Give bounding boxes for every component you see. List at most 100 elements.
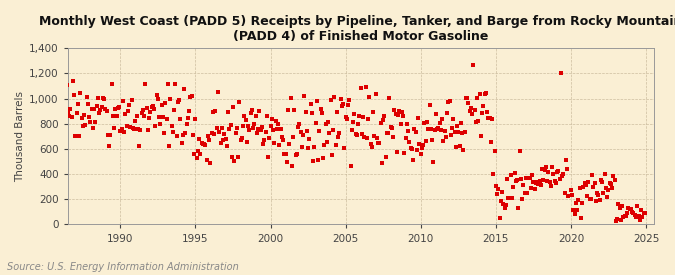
Point [348,119,358,124]
Point [178,133,188,137]
Point [624,206,635,211]
Point [389,108,400,112]
Point [616,218,626,222]
Point [148,107,159,111]
Point [317,111,327,115]
Point [598,191,609,196]
Point [487,117,497,121]
Point [531,181,541,185]
Point [91,104,102,109]
Point [144,116,155,120]
Point [500,202,511,207]
Point [380,155,391,159]
Point [126,97,137,102]
Point [634,218,645,223]
Text: Source: U.S. Energy Information Administration: Source: U.S. Energy Information Administ… [7,262,238,272]
Point [167,130,178,134]
Point [509,171,520,175]
Point [474,91,485,96]
Point [302,145,313,150]
Point [101,108,112,113]
Point [323,119,333,124]
Point [582,194,593,198]
Point [541,165,551,169]
Point [295,130,306,134]
Point [450,144,461,149]
Point [148,104,159,108]
Point [397,109,408,114]
Point [63,114,74,119]
Point [290,153,301,157]
Point [90,120,101,124]
Point [86,107,97,112]
Point [314,129,325,133]
Point [350,131,361,136]
Point [394,109,405,113]
Point [539,168,550,172]
Point [408,158,418,163]
Point [227,104,238,109]
Point [379,114,390,119]
Point [211,126,222,131]
Point [95,108,106,112]
Point [268,128,279,132]
Point [520,175,531,180]
Point [567,193,578,197]
Point [275,126,286,131]
Point [400,136,411,140]
Point [529,187,540,191]
Point [185,94,196,99]
Point [202,134,213,139]
Point [179,86,190,91]
Point [103,133,113,137]
Point [404,139,415,144]
Point [551,170,562,174]
Point [251,131,262,135]
Point [358,114,369,119]
Point [528,180,539,184]
Point [318,156,329,160]
Point [124,103,134,108]
Point [136,111,147,116]
Point [180,131,191,135]
Point [328,128,339,132]
Point [157,103,167,108]
Point [453,130,464,135]
Point [294,122,304,126]
Point [236,136,247,141]
Point [465,106,476,110]
Point [460,96,471,100]
Point [296,145,307,149]
Point [61,83,72,87]
Point [431,112,441,116]
Point [292,152,302,156]
Point [383,131,394,136]
Point [69,93,80,98]
Point [518,183,529,187]
Point [431,127,442,131]
Point [371,91,381,96]
Point [457,131,468,135]
Point [240,118,251,122]
Point [214,130,225,134]
Point [589,181,600,185]
Point [88,107,99,111]
Point [111,114,122,118]
Point [315,107,326,111]
Point [110,107,121,111]
Point [345,163,356,168]
Point [458,148,468,152]
Point [88,126,99,130]
Point [333,135,344,139]
Point [475,134,486,139]
Point [622,211,632,216]
Point [579,181,590,185]
Point [628,210,639,215]
Point [56,135,67,139]
Point [630,215,641,219]
Point [507,196,518,200]
Point [273,122,284,127]
Point [74,134,84,138]
Point [612,217,622,221]
Point [519,190,530,195]
